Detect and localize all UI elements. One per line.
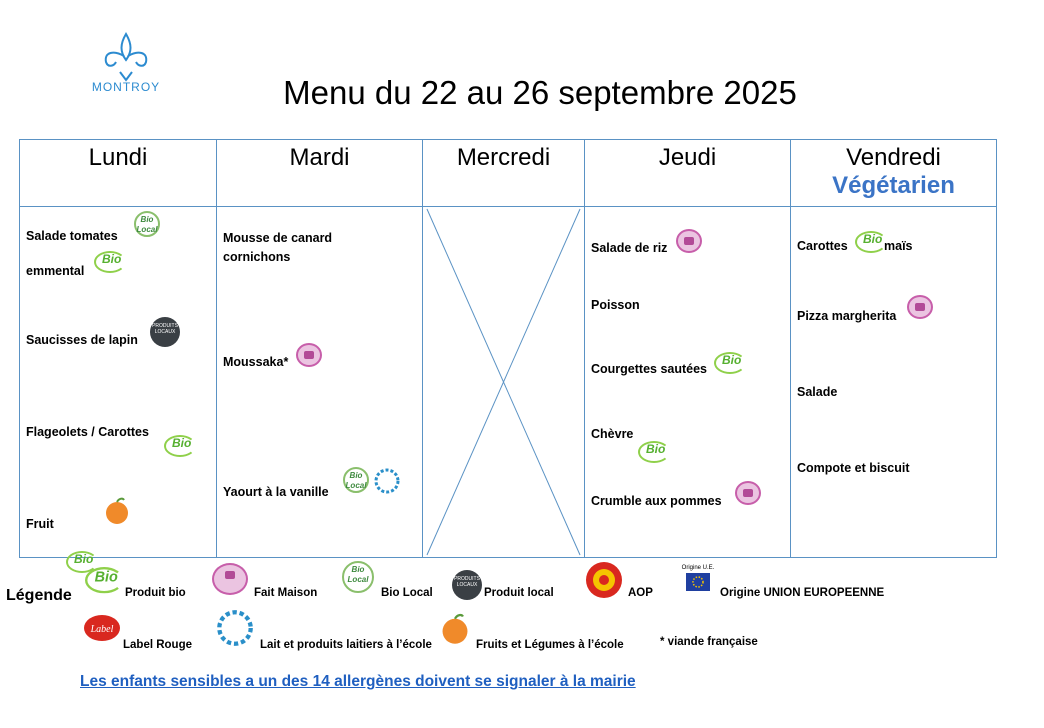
fait-maison-icon	[907, 295, 933, 319]
lait-ecole-icon	[374, 468, 400, 494]
produit-local-icon: PRODUITS LOCAUX	[150, 317, 180, 347]
origine-ue-caption: Origine U.E.	[681, 565, 715, 571]
produit-local-icon: PRODUITS LOCAUX	[452, 570, 482, 600]
closed-cross-mark	[426, 208, 581, 556]
menu-item: Crumble aux pommes	[591, 494, 722, 508]
legend-text: Origine UNION EUROPEENNE	[720, 587, 885, 599]
menu-item: Moussaka*	[223, 355, 289, 369]
day-label: Lundi	[88, 144, 148, 171]
day-label: Vendredi	[846, 144, 941, 171]
legend-text: AOP	[628, 587, 653, 599]
logo-text: MONTROY	[91, 80, 161, 94]
bio-local-icon: Bio Local	[342, 561, 374, 593]
bio-icon: Bio	[64, 549, 98, 573]
fruits-legumes-ecole-icon	[106, 497, 128, 524]
menu-item: Carottes	[797, 239, 848, 253]
legend-text: * viande française	[660, 636, 758, 648]
fait-maison-icon	[212, 563, 248, 595]
menu-item: Chèvre	[591, 427, 634, 441]
day-label: Jeudi	[658, 144, 717, 171]
day-label: Mercredi	[456, 144, 551, 171]
days-header-row: Lundi Mardi Mercredi Jeudi Vendredi Végé…	[19, 139, 997, 207]
weekly-menu-table: Lundi Mardi Mercredi Jeudi Vendredi Végé…	[19, 139, 997, 573]
mardi-cell: Mousse de canard cornichons Moussaka* Ya…	[216, 206, 423, 558]
mercredi-cell	[422, 206, 585, 558]
menu-item: Saucisses de lapin	[26, 333, 138, 347]
menu-item: Salade tomates	[26, 229, 118, 243]
menu-item: Poisson	[591, 298, 640, 312]
menu-item: Pizza margherita	[797, 309, 897, 323]
header-lundi: Lundi	[19, 139, 217, 207]
header-jeudi: Jeudi	[584, 139, 791, 207]
vendredi-cell: Carottes Bio maïs Pizza margherita Salad…	[790, 206, 997, 558]
legend-text: Fruits et Légumes à l’école	[476, 639, 624, 651]
menu-item: emmental	[26, 264, 85, 278]
bio-icon: Bio	[853, 229, 887, 253]
bio-local-icon: Bio Local	[134, 211, 160, 237]
legend-text: Lait et produits laitiers à l’école	[260, 639, 432, 651]
menu-item: Yaourt à la vanille	[223, 485, 329, 499]
origine-ue-icon	[686, 573, 710, 591]
header-mercredi: Mercredi	[422, 139, 585, 207]
vegetarien-label: Végétarien	[832, 172, 955, 199]
bio-icon: Bio	[83, 565, 124, 594]
bio-local-icon: Bio Local	[343, 467, 369, 493]
fruits-legumes-ecole-icon	[442, 613, 468, 644]
day-label: Mardi	[289, 144, 350, 171]
fait-maison-icon	[735, 481, 761, 505]
menu-item: Mousse de canard	[223, 231, 333, 245]
legend-label: Légende	[6, 587, 72, 604]
bio-icon: Bio	[92, 249, 126, 273]
bio-icon: Bio	[712, 350, 746, 374]
menu-item: Flageolets / Carottes	[26, 425, 149, 439]
fleur-de-lis-icon	[104, 32, 148, 82]
allergen-notice-link[interactable]: Les enfants sensibles a un des 14 allerg…	[80, 673, 636, 690]
menu-item: Salade	[797, 385, 838, 399]
legend-text: Fait Maison	[254, 587, 318, 599]
montroy-logo: MONTROY	[84, 30, 168, 100]
menu-item: maïs	[884, 239, 913, 253]
bio-icon: Bio	[636, 439, 670, 463]
menu-item: Salade de riz	[591, 241, 668, 255]
menu-item: Fruit	[26, 517, 54, 531]
fait-maison-icon	[296, 343, 322, 367]
legend-text: Produit bio	[125, 587, 186, 599]
legend-text: Bio Local	[381, 587, 433, 599]
menu-row: Salade tomates Bio Local emmental Bio Sau…	[19, 206, 997, 573]
fait-maison-icon	[676, 229, 702, 253]
menu-item: Courgettes sautées	[591, 362, 708, 376]
lait-ecole-icon	[217, 610, 253, 646]
header-vendredi: Vendredi Végétarien	[790, 139, 997, 207]
label-rouge-icon: Label	[84, 615, 120, 641]
lundi-cell: Salade tomates Bio Local emmental Bio Sau…	[19, 206, 217, 573]
bio-icon: Bio	[162, 433, 196, 457]
jeudi-cell: Salade de riz Poisson Courgettes sautées…	[584, 206, 791, 558]
header-mardi: Mardi	[216, 139, 423, 207]
legend-text: Produit local	[484, 587, 554, 599]
legend-text: Label Rouge	[123, 639, 193, 651]
svg-text:Label: Label	[90, 624, 114, 635]
menu-item: cornichons	[223, 250, 291, 264]
menu-item: Compote et biscuit	[797, 461, 910, 475]
aop-icon	[586, 562, 622, 598]
menu-title: Menu du 22 au 26 septembre 2025	[283, 74, 797, 111]
